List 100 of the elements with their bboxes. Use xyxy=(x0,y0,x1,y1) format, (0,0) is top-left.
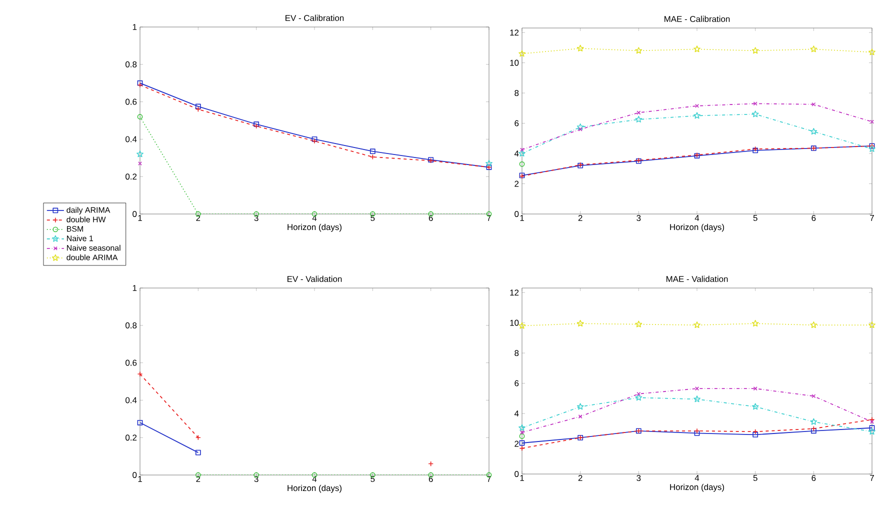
point xyxy=(694,112,700,119)
y-tick-label: 10 xyxy=(510,60,519,66)
y-tick-label: 6 xyxy=(514,380,519,386)
x-tick-label: 1 xyxy=(138,476,142,482)
point xyxy=(752,110,759,118)
x-tick-label: 5 xyxy=(370,215,375,221)
x-tick-label: 3 xyxy=(636,475,641,482)
point xyxy=(578,127,582,132)
y-tick-label: 0.4 xyxy=(126,136,137,142)
point xyxy=(428,461,434,466)
y-tick-label: 12 xyxy=(510,30,519,36)
point xyxy=(519,433,525,439)
point xyxy=(635,320,642,328)
point xyxy=(576,44,584,52)
x-tick-label: 4 xyxy=(694,475,700,481)
point xyxy=(869,425,875,431)
y-tick-label: 0.6 xyxy=(126,98,137,105)
point xyxy=(752,428,758,434)
point xyxy=(136,150,144,158)
point xyxy=(195,450,201,456)
x-tick-label: 1 xyxy=(520,215,524,221)
point xyxy=(810,418,818,425)
point xyxy=(752,432,758,438)
point xyxy=(752,403,759,410)
y-tick-label: 4 xyxy=(514,410,519,416)
point xyxy=(635,116,642,122)
point xyxy=(868,145,876,152)
x-axis-title: Horizon (days) xyxy=(288,484,342,493)
point xyxy=(519,440,525,446)
x-tick-label: 7 xyxy=(870,475,874,481)
point xyxy=(694,386,700,391)
y-tick-label: 1 xyxy=(132,24,137,30)
point xyxy=(870,420,874,424)
point xyxy=(810,128,818,135)
y-tick-label: 4 xyxy=(514,150,519,156)
y-tick-label: 0.6 xyxy=(126,360,137,366)
x-tick-label: 7 xyxy=(870,215,874,221)
point xyxy=(520,148,524,152)
point xyxy=(635,47,642,54)
x-axis-title: Horizon (days) xyxy=(288,224,342,232)
point xyxy=(519,446,525,451)
point xyxy=(753,386,758,391)
point xyxy=(138,161,142,166)
y-tick-label: 0 xyxy=(514,471,519,477)
point xyxy=(576,320,584,327)
chart-title: MAE - Validation xyxy=(666,276,728,282)
point xyxy=(518,322,526,329)
x-tick-label: 2 xyxy=(196,215,200,221)
point xyxy=(370,148,376,154)
y-tick-label: 0.2 xyxy=(126,434,137,441)
y-tick-label: 2 xyxy=(514,180,519,187)
x-axis-title: Horizon (days) xyxy=(670,484,724,492)
point xyxy=(636,110,641,115)
point xyxy=(810,428,816,434)
point xyxy=(518,150,526,156)
point xyxy=(576,403,584,410)
point xyxy=(810,321,818,328)
y-tick-label: 0.8 xyxy=(126,61,137,68)
x-tick-label: 6 xyxy=(428,476,433,482)
x-tick-label: 2 xyxy=(196,476,200,482)
x-tick-label: 1 xyxy=(520,475,524,481)
chart-title: EV - Calibration xyxy=(286,14,344,21)
point xyxy=(868,48,876,56)
y-tick-label: 6 xyxy=(514,120,519,126)
x-tick-label: 6 xyxy=(812,215,816,222)
x-tick-label: 6 xyxy=(812,475,816,482)
x-tick-label: 5 xyxy=(753,215,758,221)
x-tick-label: 5 xyxy=(370,476,375,482)
y-tick-label: 8 xyxy=(514,350,519,356)
chart-title: MAE - Calibration xyxy=(664,16,730,22)
point xyxy=(520,430,524,434)
y-tick-label: 8 xyxy=(514,90,519,96)
point xyxy=(636,392,641,396)
y-tick-label: 0 xyxy=(514,211,519,217)
point xyxy=(518,50,526,57)
y-tick-label: 0 xyxy=(132,472,137,478)
y-tick-label: 2 xyxy=(514,440,519,447)
point xyxy=(812,394,816,398)
x-tick-label: 6 xyxy=(428,215,433,222)
x-tick-label: 7 xyxy=(487,215,491,221)
point xyxy=(810,426,816,432)
point xyxy=(195,106,201,112)
point xyxy=(519,161,525,167)
y-tick-label: 0.8 xyxy=(126,322,137,328)
point xyxy=(870,120,874,124)
point xyxy=(635,394,642,401)
point xyxy=(868,321,876,328)
y-tick-label: 0.2 xyxy=(126,174,137,180)
point xyxy=(752,47,759,54)
point xyxy=(137,371,143,377)
point xyxy=(810,46,818,52)
y-tick-label: 12 xyxy=(510,290,519,296)
point xyxy=(137,420,143,426)
x-tick-label: 2 xyxy=(578,475,582,481)
y-tick-label: 0.4 xyxy=(126,397,137,404)
point xyxy=(868,428,876,435)
point xyxy=(694,104,700,108)
point xyxy=(370,154,376,160)
point xyxy=(694,321,700,328)
point xyxy=(486,160,492,166)
